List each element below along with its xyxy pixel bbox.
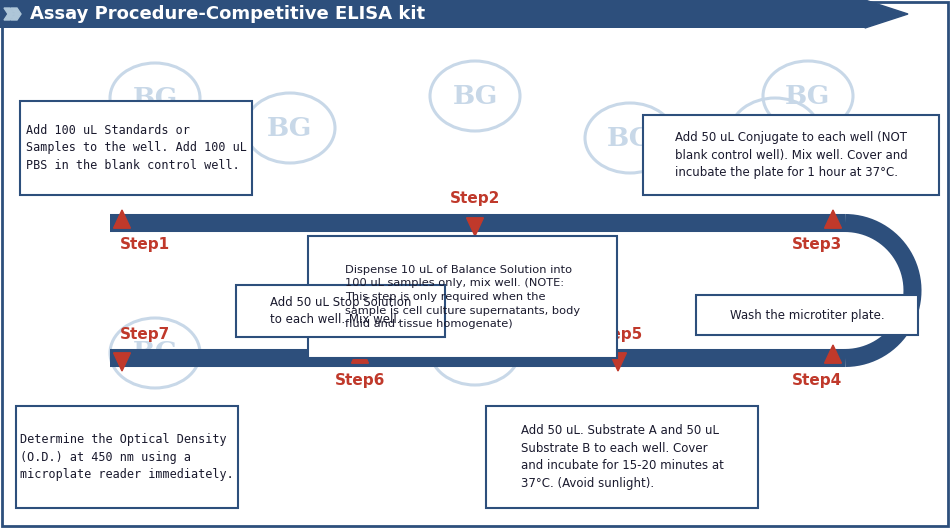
FancyBboxPatch shape (643, 115, 939, 195)
FancyBboxPatch shape (20, 101, 252, 195)
FancyBboxPatch shape (696, 295, 918, 335)
Polygon shape (114, 353, 130, 371)
Text: Wash the microtiter plate.: Wash the microtiter plate. (730, 308, 884, 322)
FancyBboxPatch shape (308, 236, 617, 358)
Text: Add 50 uL Stop Solution
to each well. Mix well.: Add 50 uL Stop Solution to each well. Mi… (270, 296, 411, 326)
Polygon shape (352, 345, 369, 363)
FancyBboxPatch shape (236, 285, 445, 337)
Text: BG: BG (452, 337, 498, 363)
Text: Step7: Step7 (120, 326, 170, 342)
Text: Determine the Optical Density
(O.D.) at 450 nm using a
microplate reader immedia: Determine the Optical Density (O.D.) at … (20, 433, 234, 481)
Text: Dispense 10 uL of Balance Solution into
100 uL samples only, mix well. (NOTE:
Th: Dispense 10 uL of Balance Solution into … (345, 265, 580, 329)
Polygon shape (825, 210, 842, 228)
Text: Step6: Step6 (334, 372, 385, 388)
Text: BG: BG (752, 120, 798, 146)
Polygon shape (114, 210, 130, 228)
Polygon shape (865, 0, 908, 28)
Text: Step3: Step3 (792, 238, 842, 252)
Polygon shape (825, 345, 842, 363)
Text: Step4: Step4 (792, 372, 842, 388)
Polygon shape (610, 353, 626, 371)
Text: Step5: Step5 (593, 326, 643, 342)
FancyBboxPatch shape (486, 406, 758, 508)
Text: Add 50 uL. Substrate A and 50 uL
Substrate B to each well. Cover
and incubate fo: Add 50 uL. Substrate A and 50 uL Substra… (521, 425, 724, 490)
Text: Step2: Step2 (449, 192, 501, 206)
Text: BG: BG (607, 126, 653, 150)
Text: Add 50 uL Conjugate to each well (NOT
blank control well). Mix well. Cover and
i: Add 50 uL Conjugate to each well (NOT bl… (674, 131, 907, 179)
Polygon shape (11, 8, 21, 20)
FancyBboxPatch shape (16, 406, 238, 508)
Polygon shape (4, 8, 14, 20)
Text: Add 100 uL Standards or
Samples to the well. Add 100 uL
PBS in the blank control: Add 100 uL Standards or Samples to the w… (26, 124, 246, 172)
Polygon shape (466, 218, 484, 236)
Text: BG: BG (786, 83, 830, 108)
Text: BG: BG (452, 83, 498, 108)
Text: BG: BG (267, 116, 313, 140)
Text: Step1: Step1 (120, 238, 170, 252)
FancyBboxPatch shape (0, 0, 865, 28)
Text: Assay Procedure-Competitive ELISA kit: Assay Procedure-Competitive ELISA kit (30, 5, 426, 23)
Text: BG: BG (132, 86, 178, 110)
Text: BG: BG (132, 341, 178, 365)
